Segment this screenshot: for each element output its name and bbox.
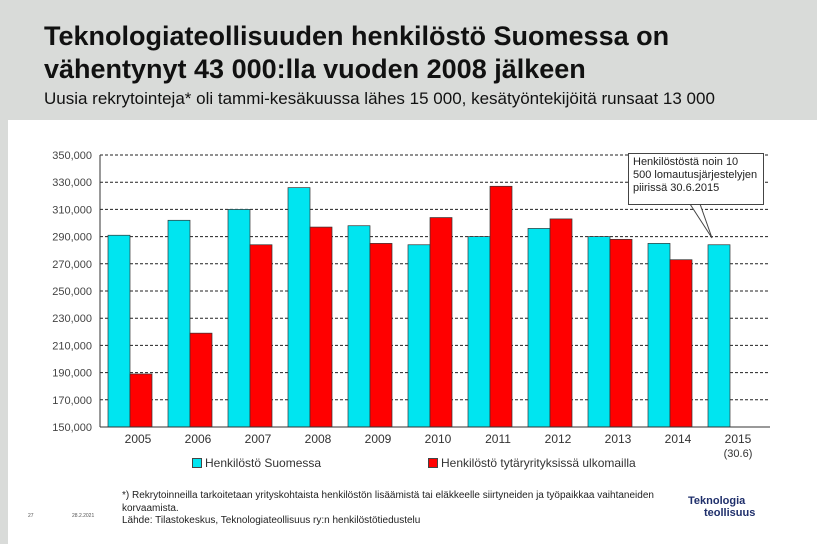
page-date: 28.2.2021 — [72, 513, 95, 519]
legend-swatch-red — [428, 458, 438, 468]
bar-finland-2010 — [407, 244, 431, 428]
logo-line-1: Teknologia — [688, 495, 746, 507]
y-tick-label: 190,000 — [52, 368, 92, 380]
y-tick-label: 330,000 — [52, 177, 92, 189]
x-tick-sublabel: (30.6) — [724, 448, 753, 460]
bar-abroad-2010 — [429, 217, 453, 428]
y-tick-label: 210,000 — [52, 340, 92, 352]
x-tick-label: 2015 — [725, 432, 752, 446]
x-tick-label: 2009 — [365, 432, 392, 446]
bar-finland-2014 — [647, 243, 671, 428]
bar-finland-2011 — [467, 236, 491, 428]
bar-finland-2012 — [527, 228, 551, 428]
bar-finland-2013 — [587, 236, 611, 428]
y-tick-label: 270,000 — [52, 259, 92, 271]
footnote-source: Lähde: Tilastokeskus, Teknologiateollisu… — [122, 515, 421, 526]
logo-line-2: teollisuus — [704, 507, 756, 519]
bar-abroad-2013 — [609, 238, 633, 428]
bar-finland-2007 — [227, 209, 251, 428]
footnote: *) Rekrytoinneilla tarkoitetaan yritysko… — [122, 490, 682, 528]
y-tick-label: 290,000 — [52, 232, 92, 244]
bar-finland-2005 — [107, 234, 131, 428]
y-tick-label: 230,000 — [52, 313, 92, 325]
callout-pointer — [689, 203, 713, 239]
layoff-callout: Henkilöstöstä noin 10 500 lomautusjärjes… — [628, 153, 764, 205]
bar-abroad-2007 — [249, 244, 273, 428]
slide-subtitle: Uusia rekrytointeja* oli tammi-kesäkuuss… — [44, 89, 715, 108]
x-tick-label: 2010 — [425, 432, 452, 446]
y-tick-label: 170,000 — [52, 395, 92, 407]
y-tick-label: 150,000 — [52, 422, 92, 434]
bar-abroad-2008 — [309, 226, 333, 428]
legend-label: Henkilöstö Suomessa — [205, 456, 322, 470]
page-number: 27 — [28, 513, 34, 519]
teknologiateollisuus-logo: Teknologia teollisuus — [688, 495, 755, 519]
y-tick-label: 310,000 — [52, 204, 92, 216]
bar-finland-2009 — [347, 225, 371, 428]
y-tick-label: 350,000 — [52, 150, 92, 162]
slide-title: Teknologiateollisuuden henkilöstö Suomes… — [44, 21, 670, 84]
legend-swatch-cyan — [192, 458, 202, 468]
x-tick-label: 2008 — [305, 432, 332, 446]
x-tick-label: 2006 — [185, 432, 212, 446]
x-tick-label: 2011 — [485, 432, 511, 446]
x-tick-label: 2007 — [245, 432, 272, 446]
bar-abroad-2006 — [189, 332, 213, 428]
footnote-definition: *) Rekrytoinneilla tarkoitetaan yritysko… — [122, 490, 654, 514]
bar-finland-2008 — [287, 187, 311, 428]
x-tick-label: 2013 — [605, 432, 632, 446]
y-tick-label: 250,000 — [52, 286, 92, 298]
legend-label: Henkilöstö tytäryrityksissä ulkomailla — [441, 456, 636, 470]
bar-abroad-2009 — [369, 243, 393, 428]
x-tick-label: 2005 — [125, 432, 152, 446]
bar-abroad-2011 — [489, 185, 513, 428]
x-tick-label: 2014 — [665, 432, 692, 446]
bar-abroad-2014 — [669, 259, 693, 428]
bar-abroad-2005 — [129, 373, 153, 428]
x-tick-label: 2012 — [545, 432, 572, 446]
bar-abroad-2012 — [549, 218, 573, 428]
bar-finland-2006 — [167, 219, 191, 428]
legend-item-abroad: Henkilöstö tytäryrityksissä ulkomailla — [428, 456, 636, 470]
bar-finland-2015 — [707, 244, 731, 428]
legend-item-finland: Henkilöstö Suomessa — [192, 456, 321, 470]
